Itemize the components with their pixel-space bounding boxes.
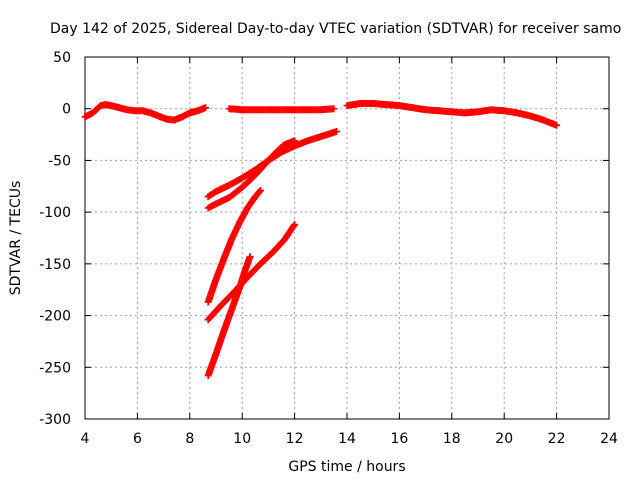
data-point [257,186,265,194]
data-point [246,253,254,261]
x-ticks: 4 6 8 10 12 14 16 18 20 22 24 [81,57,618,447]
data-point [553,121,561,129]
y-tick-label: 50 [53,50,71,66]
y-tick-label: 0 [62,102,71,118]
series-arc-2 [225,105,338,114]
x-tick-label: 20 [495,431,513,447]
x-tick-label: 6 [133,431,142,447]
x-axis-label: GPS time / hours [288,459,405,475]
series-arc-4 [204,127,341,201]
x-tick-label: 18 [443,431,461,447]
y-tick-label: -300 [39,412,71,428]
x-tick-label: 22 [548,431,566,447]
x-tick-label: 8 [185,431,194,447]
x-tick-label: 16 [390,431,408,447]
series-arc-8 [204,253,254,380]
data-point [202,104,210,112]
data-point [333,127,341,135]
x-tick-label: 14 [338,431,356,447]
y-tick-label: -100 [39,205,71,221]
x-tick-label: 12 [286,431,304,447]
y-tick-label: -50 [48,153,71,169]
series-arc-1 [81,101,210,124]
y-tick-label: -150 [39,257,71,273]
series-arc-6 [204,186,265,306]
data-point [291,137,299,145]
chart-title: Day 142 of 2025, Sidereal Day-to-day VTE… [50,21,621,37]
series-arc-3 [343,100,561,129]
data-point [290,222,298,230]
y-tick-label: -250 [39,360,71,376]
x-tick-label: 24 [600,431,618,447]
grid [85,57,609,419]
data-point [330,105,338,113]
x-tick-label: 4 [81,431,90,447]
y-tick-label: -200 [39,309,71,325]
data-points [81,100,561,380]
y-ticks: -300 -250 -200 -150 -100 -50 0 50 [39,50,609,428]
x-tick-label: 10 [233,431,251,447]
data-point [291,221,299,229]
y-axis-label: SDTVAR / TECUs [8,181,24,296]
series-arc-5 [204,137,299,212]
data-point [256,187,264,195]
